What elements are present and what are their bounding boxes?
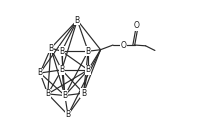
Text: B: B: [59, 47, 64, 56]
Text: B: B: [81, 89, 86, 98]
Text: B: B: [45, 89, 50, 98]
Text: B: B: [86, 47, 91, 56]
Text: B: B: [62, 91, 67, 100]
Text: O: O: [134, 21, 140, 30]
Text: B: B: [75, 16, 80, 25]
Text: B: B: [86, 65, 91, 74]
Text: B: B: [65, 110, 70, 119]
Text: B: B: [59, 65, 64, 74]
Text: B: B: [48, 44, 53, 53]
Text: B: B: [37, 69, 43, 77]
Text: O: O: [121, 41, 127, 50]
